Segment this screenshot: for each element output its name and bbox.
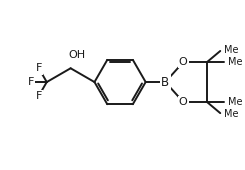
Text: F: F xyxy=(36,63,42,73)
Text: Me: Me xyxy=(224,109,239,119)
Text: Me: Me xyxy=(224,45,239,55)
Text: O: O xyxy=(179,97,187,107)
Text: Me: Me xyxy=(228,97,243,107)
Text: O: O xyxy=(179,57,187,67)
Text: B: B xyxy=(161,75,169,89)
Text: F: F xyxy=(28,77,34,87)
Text: F: F xyxy=(36,91,42,101)
Text: OH: OH xyxy=(68,50,85,61)
Text: Me: Me xyxy=(228,57,243,67)
